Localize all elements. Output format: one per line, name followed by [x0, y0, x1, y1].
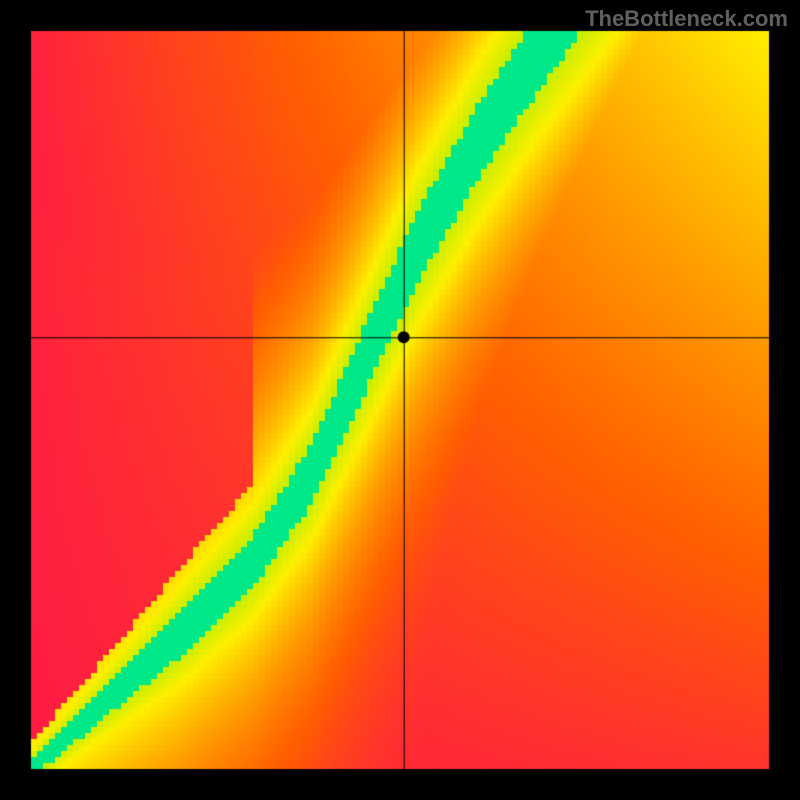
watermark-text: TheBottleneck.com [585, 6, 788, 32]
heatmap-canvas [0, 0, 800, 800]
chart-container: TheBottleneck.com [0, 0, 800, 800]
